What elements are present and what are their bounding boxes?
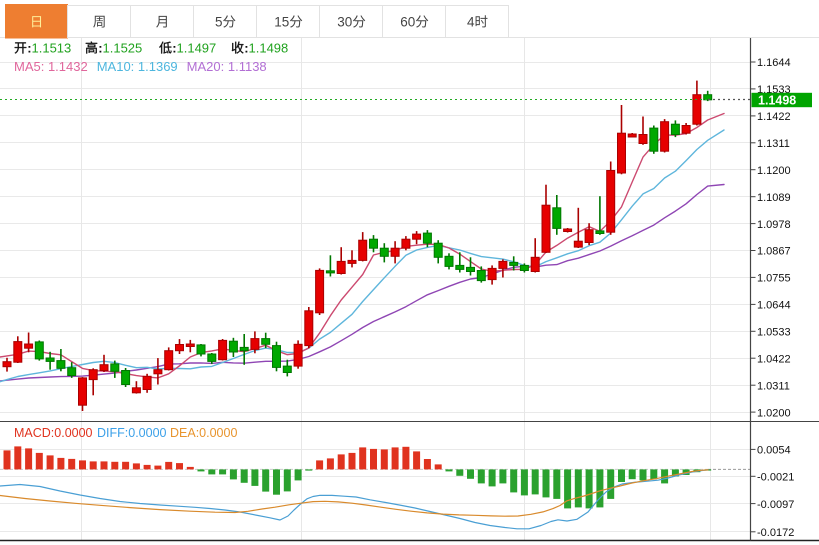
- svg-text:4: 4: [467, 15, 475, 30]
- svg-text:1.0644: 1.0644: [757, 300, 791, 312]
- svg-text::: :: [244, 41, 248, 56]
- svg-text:1.1311: 1.1311: [757, 138, 790, 150]
- svg-text:1.1200: 1.1200: [757, 165, 791, 177]
- svg-text:5: 5: [215, 15, 223, 30]
- svg-text:1.1422: 1.1422: [757, 111, 791, 123]
- svg-text:1.0867: 1.0867: [757, 246, 791, 258]
- svg-text:1.0978: 1.0978: [757, 219, 791, 231]
- svg-text:30: 30: [337, 15, 352, 30]
- svg-text:1.1498: 1.1498: [758, 93, 796, 107]
- svg-text::: :: [27, 41, 31, 56]
- svg-text:1.1089: 1.1089: [757, 192, 791, 204]
- svg-text:1.0422: 1.0422: [757, 353, 791, 365]
- svg-text:0.0054: 0.0054: [757, 445, 791, 457]
- svg-text:1.1513: 1.1513: [32, 41, 72, 56]
- svg-text::: :: [172, 41, 176, 56]
- svg-text:1.1525: 1.1525: [103, 41, 143, 56]
- svg-text:1.1498: 1.1498: [249, 41, 289, 56]
- svg-text:1.0200: 1.0200: [757, 407, 791, 419]
- svg-text:1.1497: 1.1497: [177, 41, 217, 56]
- svg-text:-0.0097: -0.0097: [757, 499, 794, 511]
- svg-text::: :: [98, 41, 102, 56]
- svg-text:1.0755: 1.0755: [757, 273, 791, 285]
- svg-text:-0.0172: -0.0172: [757, 527, 794, 539]
- svg-text:-0.0021: -0.0021: [757, 472, 794, 484]
- svg-text:60: 60: [400, 15, 415, 30]
- svg-text:1.1644: 1.1644: [757, 57, 791, 69]
- svg-text:15: 15: [274, 15, 289, 30]
- svg-text:1.0533: 1.0533: [757, 327, 791, 339]
- svg-text:1.0311: 1.0311: [757, 380, 790, 392]
